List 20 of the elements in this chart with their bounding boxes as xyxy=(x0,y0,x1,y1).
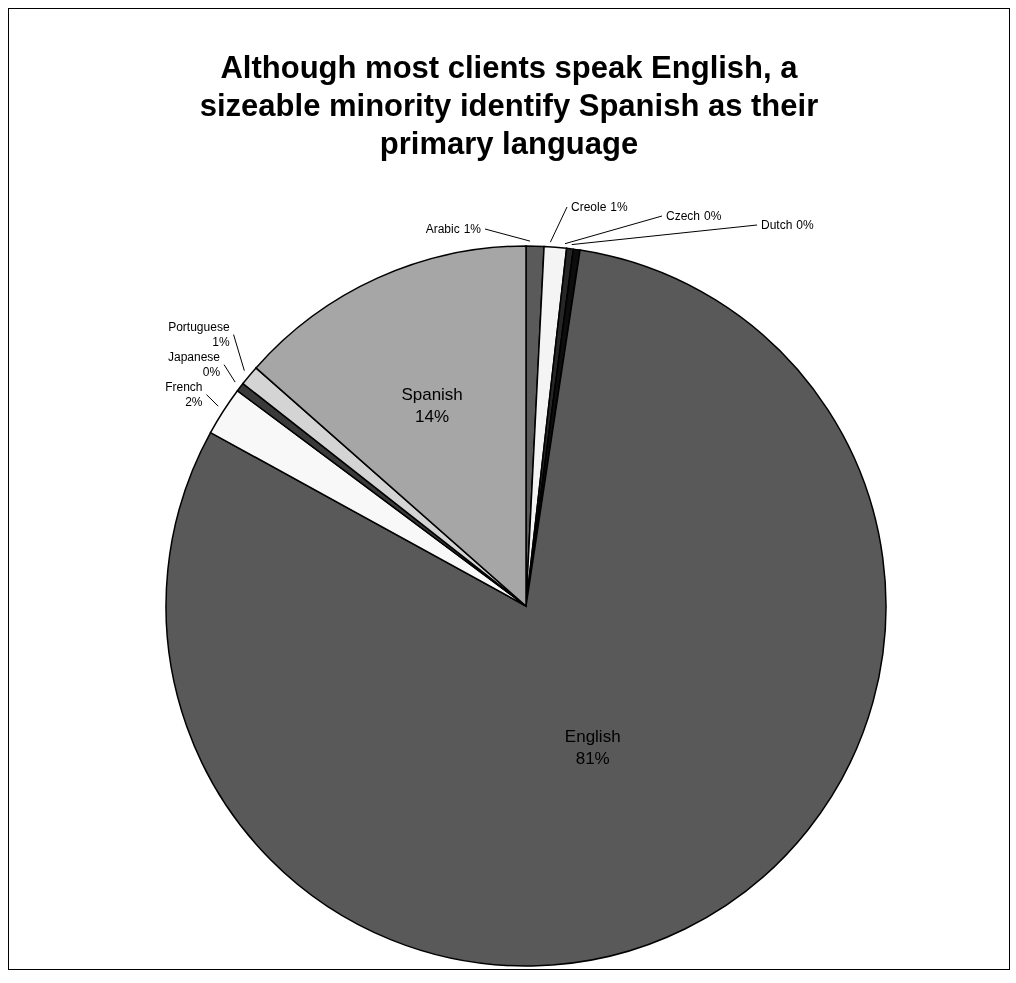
slice-label: Portuguese xyxy=(168,319,230,334)
data-label: 0% xyxy=(704,209,722,223)
data-label: 81% xyxy=(575,749,610,769)
data-label: 1% xyxy=(212,334,230,349)
slice-label: French xyxy=(165,379,203,394)
slice-label: Dutch xyxy=(761,218,793,232)
slice-label: Spanish xyxy=(401,385,463,405)
chart-title: Although most clients speak English, a sizeable minority identify Spanish as their primary language xyxy=(198,49,820,163)
data-label: 0% xyxy=(796,218,815,232)
data-label: 2% xyxy=(185,394,203,409)
pie-slice xyxy=(165,249,887,967)
slice-label: Arabic xyxy=(425,222,460,236)
data-label: 0% xyxy=(202,364,221,379)
data-label: 1% xyxy=(463,222,482,236)
data-label: 14% xyxy=(415,407,450,427)
slice-label: Czech xyxy=(666,209,701,223)
slice-label: Japanese xyxy=(168,349,221,364)
slice-label: Creole xyxy=(571,200,607,214)
slice-label: English xyxy=(564,727,621,747)
data-label: 1% xyxy=(610,200,629,214)
